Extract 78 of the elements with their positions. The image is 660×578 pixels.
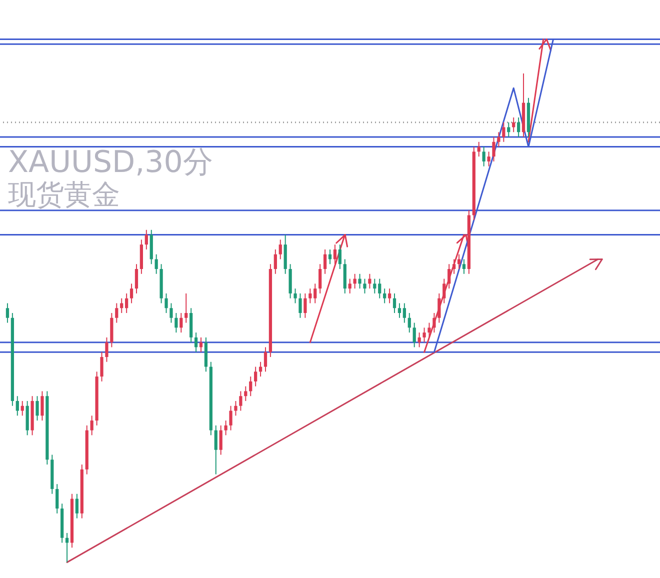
text: XAUUSD,30分 — [8, 145, 213, 180]
candlestick — [36, 396, 39, 422]
candlestick — [308, 288, 312, 304]
candlestick — [388, 288, 392, 304]
candlestick — [363, 278, 366, 294]
candlestick — [304, 292, 307, 318]
candlestick — [323, 248, 327, 274]
candlestick — [487, 151, 490, 167]
candlestick — [164, 292, 168, 314]
candlestick — [170, 302, 173, 324]
candlestick — [353, 273, 356, 290]
candlestick — [462, 258, 466, 274]
candlestick — [507, 122, 510, 138]
candlestick — [234, 400, 238, 416]
candlestick — [482, 146, 486, 167]
candlestick — [105, 336, 108, 362]
candlestick — [278, 239, 282, 260]
candlestick — [249, 376, 252, 397]
candlestick — [229, 405, 232, 431]
candlestick — [298, 292, 302, 318]
candlestick — [180, 312, 183, 334]
text: 现货黄金 — [8, 178, 120, 211]
candlestick — [516, 116, 520, 138]
candlestick — [422, 327, 426, 343]
candlestick — [373, 278, 376, 294]
candlestick — [457, 254, 461, 270]
candlestick — [20, 400, 24, 416]
candlestick — [294, 288, 297, 304]
candlestick — [402, 302, 406, 324]
candlestick — [452, 258, 456, 274]
candlestick — [314, 283, 317, 304]
candlestick — [125, 292, 128, 314]
candlestick — [56, 484, 59, 514]
candlestick — [214, 424, 218, 475]
candlestick — [40, 390, 44, 422]
candlestick — [378, 278, 382, 299]
candlestick — [16, 396, 19, 416]
candlestick — [338, 244, 342, 270]
candlestick — [65, 532, 69, 563]
candlestick — [90, 415, 94, 436]
candlestick — [502, 122, 506, 142]
candlestick — [442, 278, 446, 304]
candlestick — [497, 132, 500, 148]
candlestick — [219, 424, 222, 456]
candlestick — [408, 312, 411, 334]
candlestick — [438, 292, 441, 324]
candlestick — [174, 312, 178, 334]
candlestick — [492, 136, 496, 162]
candlestick — [100, 352, 104, 382]
candlestick — [239, 390, 242, 412]
candlestick — [348, 278, 352, 294]
candlestick — [154, 254, 158, 274]
candlestick — [194, 332, 198, 353]
candlestick — [130, 283, 134, 304]
candlestick — [398, 302, 402, 318]
candlestick — [448, 264, 451, 290]
candlestick — [254, 366, 258, 387]
candlestick — [358, 273, 362, 290]
candlestick — [244, 386, 248, 402]
candlestick — [428, 322, 431, 338]
candlestick — [75, 493, 79, 519]
candlestick — [184, 292, 188, 324]
candlestick — [383, 288, 386, 304]
candlestick — [418, 332, 421, 348]
candlestick — [318, 264, 322, 294]
candlestick — [144, 229, 148, 250]
candlestick — [6, 302, 10, 324]
candlestick — [134, 264, 138, 294]
candlestick — [432, 312, 436, 334]
candlestick — [264, 346, 268, 372]
candlestick — [333, 244, 337, 265]
candlestick — [120, 298, 124, 314]
candlestick — [115, 302, 118, 324]
candlestick — [368, 273, 372, 290]
candlestick — [392, 292, 396, 314]
candlestick — [274, 248, 277, 274]
candlestick — [224, 420, 228, 436]
candlestick — [412, 322, 416, 348]
